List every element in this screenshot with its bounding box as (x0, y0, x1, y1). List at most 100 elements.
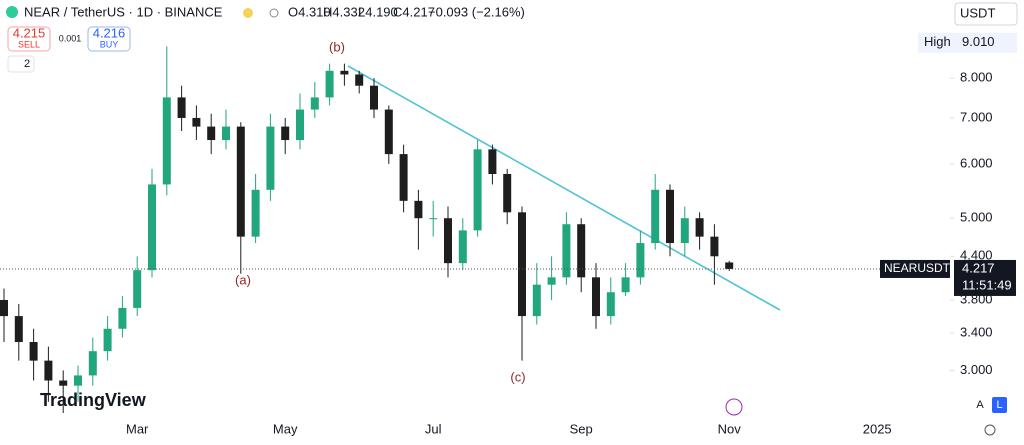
spread: 0.001 (59, 33, 82, 43)
candle-body (636, 243, 645, 278)
candle-body (281, 126, 290, 141)
candle-body (444, 218, 452, 264)
candle-body (414, 200, 423, 219)
symbol-tag: NEARUSDT (884, 261, 951, 275)
candle-body (14, 316, 23, 343)
candle-body (606, 292, 615, 317)
event-icon[interactable] (725, 398, 743, 416)
candle-body (177, 97, 186, 118)
y-tick-label: 3.000 (960, 362, 993, 377)
candle-body (74, 375, 82, 386)
sell-button[interactable] (7, 26, 51, 52)
log-button[interactable] (992, 397, 1007, 413)
high-value: 9.010 (962, 34, 995, 49)
candle-body (0, 299, 8, 317)
candle-body (666, 189, 674, 244)
candle-body (222, 126, 230, 141)
x-tick-label: Sep (570, 421, 593, 436)
candle-body (473, 149, 482, 231)
countdown: 11:51:49 (962, 277, 1012, 292)
currency: USDT (960, 5, 995, 20)
scale-button[interactable]: A (976, 399, 984, 411)
candle-body (118, 307, 127, 329)
candle-body (133, 270, 142, 308)
sell-price: 4.215 (13, 25, 46, 40)
price-tag-box (954, 259, 1016, 296)
candle-body (429, 218, 438, 220)
y-tick-label: 8.000 (960, 70, 993, 85)
y-tick-label: 5.000 (960, 210, 993, 225)
last-price: 4.217 (962, 260, 995, 275)
candle-body (651, 189, 660, 244)
annotation: (b) (329, 39, 345, 54)
candle-body (296, 109, 304, 141)
change: −0.093 (−2.16%) (428, 4, 525, 19)
candle-body (325, 70, 334, 98)
candle-body (710, 236, 719, 257)
candle-body (192, 117, 201, 127)
y-tick-label: 6.000 (960, 155, 993, 170)
x-tick-label: May (273, 421, 298, 436)
candle-body (458, 230, 467, 264)
settings-icon[interactable] (984, 424, 996, 436)
candle-body (503, 173, 512, 213)
y-tick-label: 3.400 (960, 325, 993, 340)
indicator-count: 2 (24, 58, 30, 70)
symbol: NEAR / TetherUS · 1D · BINANCE (24, 4, 223, 19)
annotation: (a) (235, 272, 251, 287)
candle-body (44, 360, 53, 381)
candle-body (532, 284, 541, 317)
candle-body (103, 328, 112, 352)
candle-body (59, 380, 68, 386)
high-tag-box (918, 32, 1017, 53)
ohlc-value: O4.310 (288, 4, 331, 19)
candle-body (251, 189, 260, 237)
indicator-toggle[interactable] (7, 55, 35, 73)
status-icon (269, 8, 279, 18)
sell-label: SELL (18, 39, 40, 49)
buy-label: BUY (100, 39, 119, 49)
candle-body (547, 277, 556, 285)
ohlc-value: C4.217 (393, 4, 435, 19)
x-tick-label: Jul (425, 421, 442, 436)
candle-body (207, 126, 216, 141)
annotation: (c) (510, 369, 525, 384)
buy-button[interactable] (87, 26, 131, 52)
candle-body (340, 70, 349, 75)
ohlc-value: L4.190 (358, 4, 398, 19)
candle-body (725, 262, 734, 269)
candle-body (29, 342, 38, 361)
ohlc-value: H4.332 (323, 4, 365, 19)
buy-price: 4.216 (93, 25, 126, 40)
symbol-tag-box (880, 259, 950, 278)
candle-body (592, 277, 600, 317)
candle-body (518, 212, 526, 317)
currency-select[interactable] (954, 2, 1018, 26)
candle-body (562, 224, 571, 278)
candle-body (695, 218, 704, 237)
candle-body (236, 126, 245, 237)
x-tick-label: 2025 (863, 421, 892, 436)
marker-icon (243, 8, 253, 18)
high-label: High (924, 34, 951, 49)
symbol-icon (6, 6, 18, 18)
candle-body (162, 97, 171, 185)
candle-body (399, 154, 408, 201)
candle-body (488, 149, 497, 174)
candle-body (577, 224, 586, 278)
candle-body (148, 184, 156, 271)
x-tick-label: Mar (126, 421, 149, 436)
candle-body (621, 277, 630, 293)
candle-body (88, 351, 97, 376)
scale-button: L (996, 399, 1002, 411)
x-tick-label: Nov (718, 421, 742, 436)
y-tick-label: 4.400 (960, 248, 993, 263)
brand: TradingView (40, 390, 147, 410)
candle-body (266, 126, 275, 190)
candle-body (680, 218, 689, 244)
y-tick-label: 7.000 (960, 109, 993, 124)
candle-body (370, 85, 378, 110)
candle-body (384, 109, 393, 155)
candle-body (310, 97, 319, 110)
